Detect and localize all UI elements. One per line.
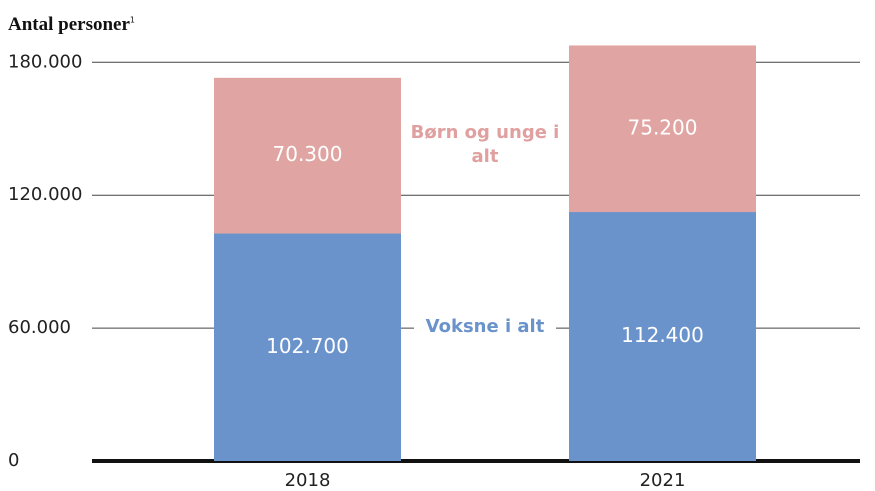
y-tick-label: 120.000: [8, 184, 82, 205]
bar-segment: [214, 233, 401, 461]
y-tick-label: 180.000: [8, 51, 82, 72]
chart-title: Antal personer: [8, 14, 130, 35]
bar-segment: [569, 212, 756, 461]
series-label: Børn og unge i alt: [410, 122, 560, 167]
x-tick-label: 2021: [640, 470, 686, 491]
bar-segment: [569, 45, 756, 213]
value-label: 102.700: [266, 334, 349, 358]
value-label: 112.400: [621, 323, 704, 347]
bar-segment: [214, 77, 401, 234]
chart-title-block: Antal personer1: [8, 14, 135, 36]
title-note: 1: [129, 15, 135, 25]
value-label: 75.200: [628, 115, 698, 139]
series-label: Voksne i alt: [414, 315, 556, 339]
x-tick-label: 2018: [285, 470, 331, 491]
y-tick-label: 0: [8, 450, 19, 471]
y-tick-label: 60.000: [8, 317, 71, 338]
value-label: 70.300: [273, 142, 343, 166]
